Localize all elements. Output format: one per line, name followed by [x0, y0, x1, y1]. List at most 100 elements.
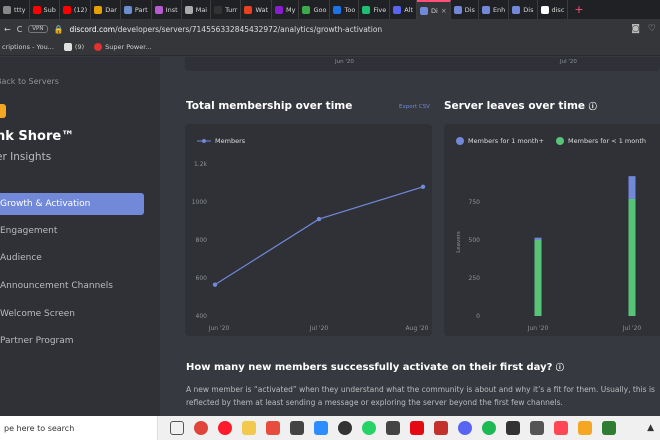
info-icon[interactable]: ⓘ [555, 363, 564, 372]
browser-tab[interactable]: disc [538, 0, 569, 19]
x-tick-label: Jul '20 [309, 325, 329, 332]
nav-audience[interactable]: Audience [0, 253, 42, 263]
tab-label: Dis [523, 5, 534, 14]
netflix-icon[interactable] [410, 421, 424, 435]
bookmark-heart-icon[interactable]: ♡ [647, 24, 656, 34]
taskbar-icons [158, 421, 616, 435]
browser-tab[interactable]: Sub [30, 0, 60, 19]
data-point [212, 282, 218, 287]
tab-label: disc [551, 5, 565, 14]
bookmark-label: criptions - You... [2, 43, 54, 51]
spotify-icon[interactable] [482, 421, 496, 435]
info-icon[interactable]: ⓘ [588, 102, 597, 111]
browser-tab[interactable]: Dar [91, 0, 121, 19]
nav-announcement-channels[interactable]: Announcement Channels [0, 281, 114, 291]
legend-long-members: Members for 1 month+ [456, 137, 544, 145]
keyboard-icon[interactable] [290, 421, 304, 435]
server-icon [0, 104, 6, 118]
nav-welcome-screen[interactable]: Welcome Screen [0, 309, 75, 319]
tab-label: Sub [43, 5, 56, 14]
tab-favicon-icon [302, 5, 311, 14]
youtube-icon[interactable] [434, 421, 448, 435]
taskbar-search-box[interactable]: pe here to search [0, 416, 158, 440]
nav-growth-activation[interactable]: Growth & Activation [0, 193, 144, 215]
browser-tab[interactable]: Mai [182, 0, 212, 19]
x-tick-label: Jul '20 [560, 59, 577, 65]
url-field[interactable]: discord.com/developers/servers/714556332… [69, 25, 382, 34]
tab-favicon-icon [214, 5, 223, 14]
discord-icon[interactable] [458, 421, 472, 435]
valorant-icon[interactable] [554, 421, 568, 435]
export-csv-button[interactable]: Export CSV [399, 104, 430, 110]
app-icon[interactable] [602, 421, 616, 435]
legend-dot-icon [556, 137, 564, 145]
leaves-chart-title: Server leaves over time ⓘ [444, 100, 597, 112]
legend-label: Members for 1 month+ [468, 137, 544, 145]
task-view-icon[interactable] [170, 421, 184, 435]
browser-tab[interactable]: Enh [479, 0, 510, 19]
leaves-chart-card: Members for 1 month+ Members for < 1 mon… [444, 124, 660, 336]
browser-tab[interactable]: Wat [241, 0, 273, 19]
bookmark-subscriptions[interactable]: criptions - You... [2, 43, 54, 51]
back-to-servers-link[interactable]: Back to Servers [0, 77, 59, 86]
y-tick-label: 500 [469, 237, 481, 244]
browser-tab[interactable]: My [272, 0, 300, 19]
app-icon[interactable] [530, 421, 544, 435]
y-tick-label: 750 [469, 199, 481, 206]
activation-question-title: How many new members successfully activa… [186, 362, 564, 373]
whatsapp-icon[interactable] [362, 421, 376, 435]
bookmark-super-power[interactable]: Super Power... [94, 43, 152, 51]
browser-tab[interactable]: Dis [509, 0, 538, 19]
browser-tab[interactable]: Part [121, 0, 152, 19]
app-icon[interactable] [578, 421, 592, 435]
close-tab-icon[interactable]: × [440, 6, 447, 15]
tab-label: Enh [492, 5, 506, 14]
zoom-icon[interactable] [314, 421, 328, 435]
bookmarks-bar: criptions - You... (9) Super Power... [0, 39, 660, 56]
browser-tab[interactable]: Goo [299, 0, 331, 19]
tab-label: Part [134, 5, 148, 14]
chrome-icon[interactable] [194, 421, 208, 435]
bookmark-notifications[interactable]: (9) [63, 43, 84, 51]
new-tab-icon[interactable]: + [574, 3, 584, 16]
vpn-app-icon[interactable] [266, 421, 280, 435]
browser-tab[interactable]: Turr [211, 0, 242, 19]
browser-tab[interactable]: Dis [451, 0, 479, 19]
tab-favicon-icon [184, 5, 193, 14]
camera-app-icon[interactable] [338, 421, 352, 435]
tab-favicon-icon [32, 5, 41, 14]
tab-favicon-icon [453, 5, 462, 14]
system-tray: ▲ [647, 423, 660, 433]
nav-partner-program[interactable]: Partner Program [0, 336, 74, 346]
lock-icon[interactable]: 🔒 [53, 24, 64, 34]
network-icon[interactable]: ▲ [647, 423, 654, 433]
back-arrow-icon[interactable]: ← [4, 24, 11, 34]
vpn-badge[interactable]: VPN [28, 25, 48, 33]
y-tick-label: 600 [196, 275, 208, 282]
leaves-bar-chart: 0 250 500 750 Leavers Jun '20 Jul '20 [456, 176, 642, 332]
browser-tab[interactable]: Di × [417, 0, 451, 19]
tab-favicon-icon [62, 5, 71, 14]
reload-icon[interactable]: C [16, 24, 23, 34]
game-icon[interactable] [506, 421, 520, 435]
x-tick-label: Jul '20 [622, 325, 642, 332]
activation-question-body: A new member is “activated” when they un… [186, 385, 655, 407]
file-explorer-icon[interactable] [242, 421, 256, 435]
browser-tab[interactable]: Alt [390, 0, 418, 19]
nav-engagement[interactable]: Engagement [0, 226, 58, 236]
tab-label: Too [344, 5, 356, 14]
insights-sidebar: Back to Servers nk Shore™ er Insights Gr… [0, 57, 160, 416]
browser-tab[interactable]: Inst [152, 0, 182, 19]
tab-favicon-icon [512, 5, 521, 14]
browser-tab[interactable]: Five [359, 0, 391, 19]
settings-icon[interactable] [386, 421, 400, 435]
browser-tab[interactable]: (12) [60, 0, 92, 19]
camera-icon[interactable]: ◙ [631, 24, 640, 34]
tab-label: Wat [255, 5, 269, 14]
legend-line-icon [197, 139, 211, 143]
opera-icon[interactable] [218, 421, 232, 435]
browser-tab[interactable]: Too [330, 0, 360, 19]
bookmark-label: Super Power... [105, 43, 152, 51]
browser-tab[interactable]: ttty [0, 0, 30, 19]
tab-favicon-icon [540, 5, 549, 14]
